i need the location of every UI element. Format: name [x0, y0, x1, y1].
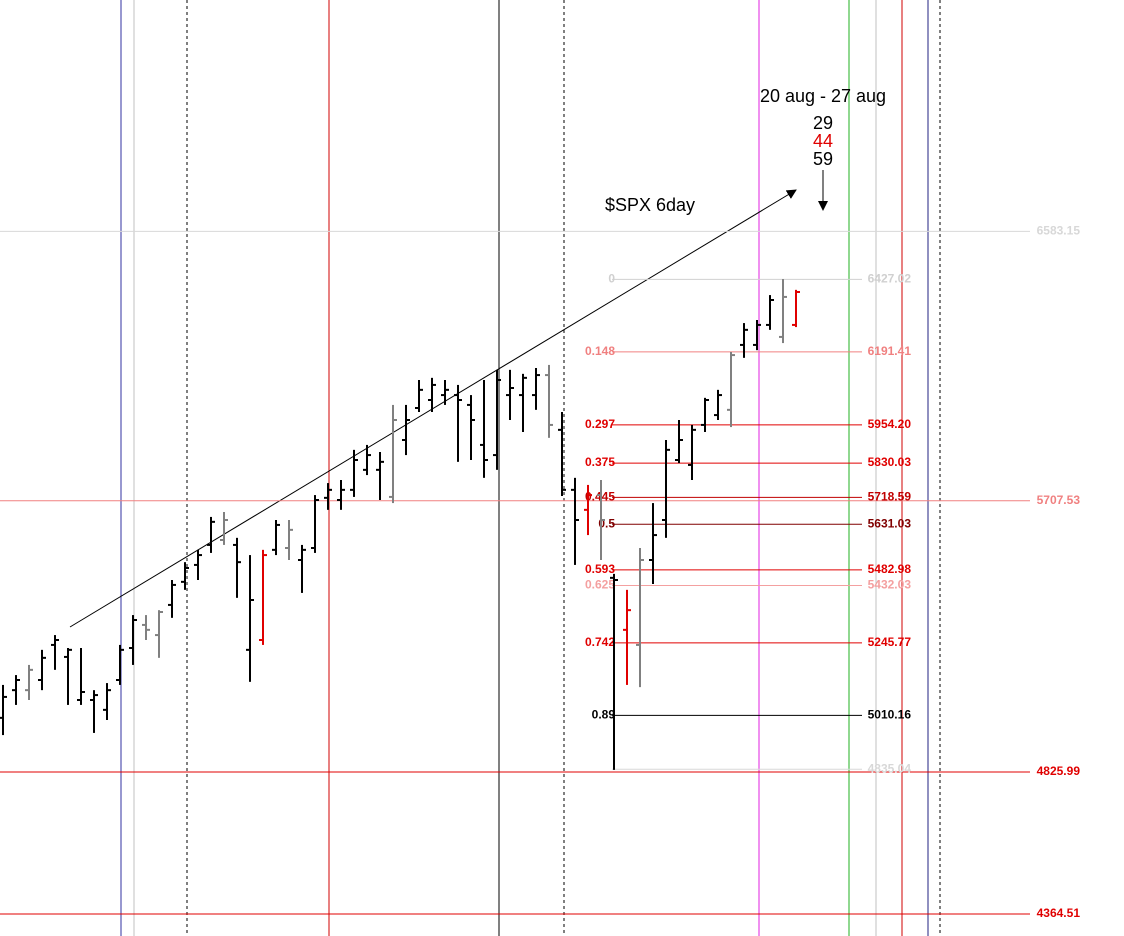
fib-price: 5718.59: [868, 490, 912, 504]
level-label: 4825.99: [1037, 764, 1081, 778]
date-range: 20 aug - 27 aug: [760, 86, 886, 106]
fib-ratio: 0.375: [585, 455, 615, 469]
fib-price: 5631.03: [868, 516, 912, 530]
fib-ratio: 0.742: [585, 635, 615, 649]
fib-price: 5010.16: [868, 708, 912, 722]
time-markers: [120, 0, 941, 936]
fib-price: 6427.02: [868, 272, 912, 286]
fib-price: 5432.03: [868, 578, 912, 592]
fib-price: 6191.41: [868, 344, 912, 358]
level-label: 5707.53: [1037, 493, 1081, 507]
fib-ratio: 0.593: [585, 562, 615, 576]
level-label: 6583.15: [1037, 224, 1081, 238]
fib-price: 5830.03: [868, 455, 912, 469]
fib-price: 5245.77: [868, 635, 912, 649]
count-label: 59: [813, 149, 833, 169]
count-label: 44: [813, 131, 833, 151]
count-label: 29: [813, 113, 833, 133]
level-label: 4364.51: [1037, 906, 1081, 920]
fib-ratio: 0.148: [585, 344, 615, 358]
fib-price: 5482.98: [868, 562, 912, 576]
fib-ratio: 0: [608, 272, 615, 286]
fib-ratio: 0.89: [592, 708, 616, 722]
fib-price: 5954.20: [868, 417, 912, 431]
fib-ratio: 0.297: [585, 417, 615, 431]
fib-ratio: 0.625: [585, 578, 615, 592]
chart-title: $SPX 6day: [605, 195, 695, 215]
fib-price: 4835.04: [868, 761, 912, 775]
